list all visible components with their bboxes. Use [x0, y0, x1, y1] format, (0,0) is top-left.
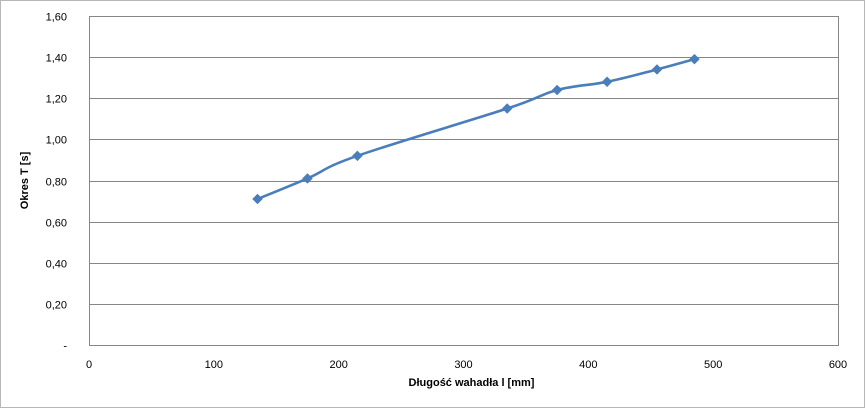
data-point	[501, 103, 513, 114]
x-tick-label: 600	[829, 359, 847, 371]
y-tick-label: 0,80	[46, 177, 67, 189]
x-tick-label: 300	[454, 359, 472, 371]
x-tick-label: 100	[205, 359, 223, 371]
x-tick-label: 200	[329, 359, 347, 371]
y-tick-label: 1,20	[46, 94, 67, 106]
series-group	[252, 53, 700, 205]
gridlines	[89, 57, 838, 305]
data-point	[601, 76, 613, 88]
y-tick-label: 1,60	[46, 12, 67, 24]
y-tick-label: 1,40	[46, 53, 67, 65]
y-tick-label: 0,40	[46, 259, 67, 271]
series-line	[256, 57, 696, 201]
x-axis-title: Długość wahadła l [mm]	[409, 377, 535, 389]
data-point	[302, 173, 313, 184]
data-point	[352, 150, 363, 162]
data-point	[651, 64, 663, 75]
y-tick-label: 0,20	[46, 300, 67, 312]
x-axis-ticks: 0 100 200 300 400 500 600	[86, 359, 847, 371]
y-axis-title: Okres T [s]	[19, 151, 31, 209]
y-tick-label: -	[63, 341, 67, 353]
data-point	[551, 84, 563, 96]
data-point	[252, 193, 263, 205]
data-point	[689, 53, 700, 65]
y-tick-label: 0,60	[46, 218, 67, 230]
plot-area	[89, 16, 839, 346]
x-tick-label: 400	[579, 359, 597, 371]
y-axis-ticks: - 0,20 0,40 0,60 0,80 1,00 1,20 1,40 1,60	[46, 12, 68, 353]
y-tick-label: 1,00	[46, 135, 67, 147]
x-tick-label: 0	[86, 359, 92, 371]
x-tick-label: 500	[704, 359, 722, 371]
